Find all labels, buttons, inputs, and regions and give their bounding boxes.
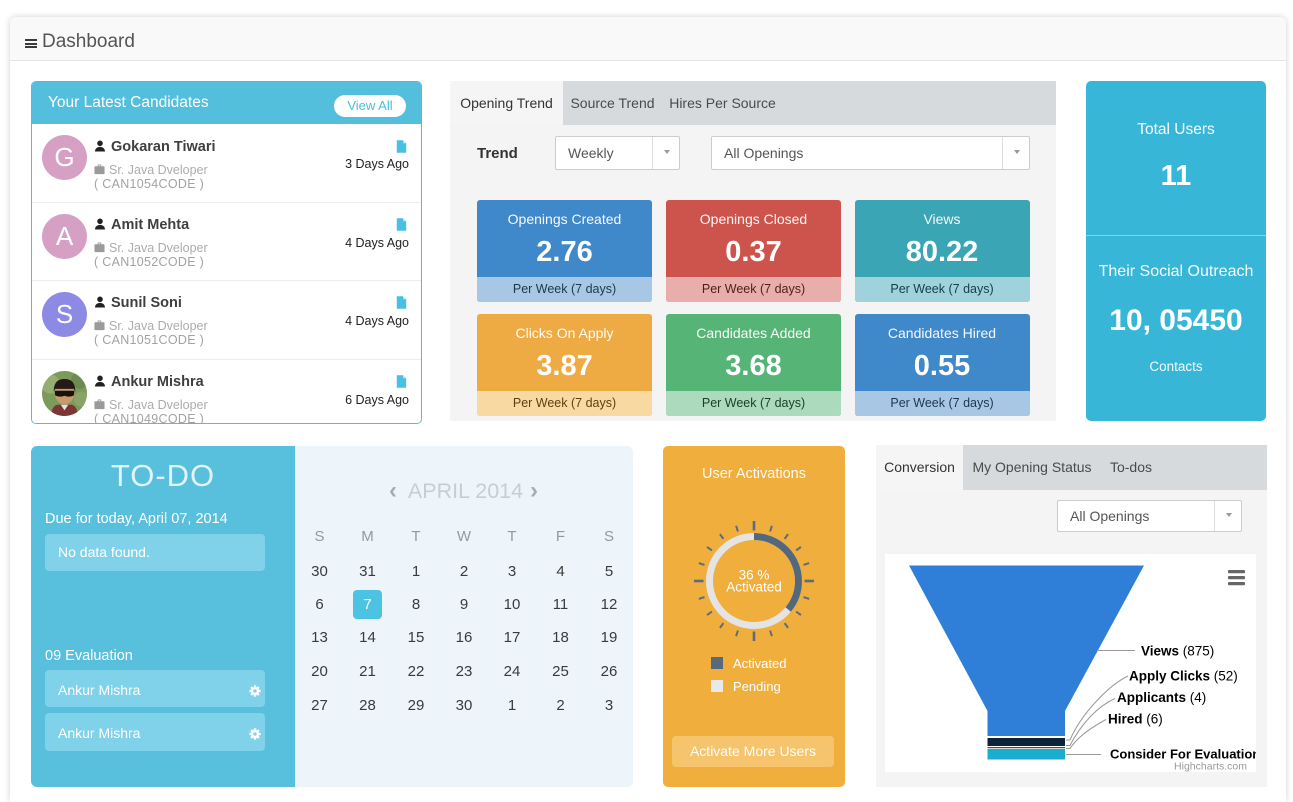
svg-text:36 %: 36 %: [739, 568, 770, 583]
svg-text:Highcharts.com: Highcharts.com: [1174, 761, 1247, 773]
svg-text:Hired (6): Hired (6): [1108, 712, 1163, 727]
svg-text:Consider For Evaluation: Consider For Evaluation: [1110, 747, 1256, 762]
svg-text:Applicants (4): Applicants (4): [1117, 690, 1206, 705]
svg-text:Activated: Activated: [726, 580, 782, 595]
svg-text:Views (875): Views (875): [1141, 644, 1214, 659]
svg-text:Apply Clicks (52): Apply Clicks (52): [1129, 669, 1238, 684]
